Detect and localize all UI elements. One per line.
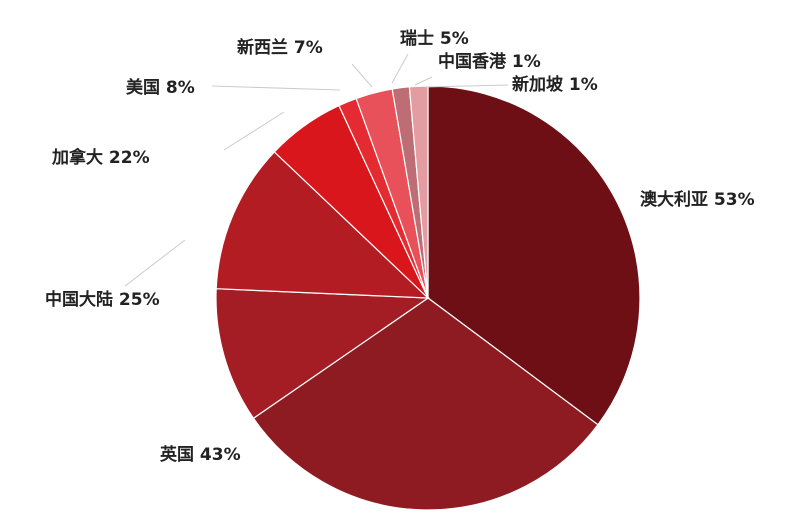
pie-slice-3	[215, 288, 430, 420]
slice-label-5: 美国 8%	[126, 77, 195, 98]
slice-label-1: 澳大利亚 53%	[640, 189, 755, 210]
leader-line-6	[351, 63, 373, 88]
slice-label-4: 加拿大 22%	[51, 147, 150, 168]
pie-slice-9	[408, 85, 429, 299]
leader-line-7	[391, 53, 409, 84]
pie-slice-4	[215, 151, 430, 299]
pie-slice-2	[252, 297, 599, 511]
leader-line-4	[223, 111, 285, 151]
leader-line-5	[211, 85, 341, 91]
slice-labels: 澳大利亚 53% 英国 43% 中国大陆 25% 加拿大 22% 美国 8% 新西兰 7%…	[45, 28, 755, 465]
slice-label-6: 新西兰 7%	[237, 37, 323, 58]
slice-label-2: 英国 43%	[160, 444, 241, 465]
leader-line-8	[414, 76, 433, 86]
slice-label-9: 新加坡 1%	[512, 74, 598, 95]
slice-label-8: 中国香港 1%	[438, 51, 541, 72]
leader-lines	[124, 53, 509, 287]
slices-group	[215, 85, 641, 511]
slice-label-7: 瑞士 5%	[400, 28, 469, 49]
leader-line-3	[124, 239, 186, 287]
leader-line-9	[424, 84, 509, 88]
slice-label-3: 中国大陆 25%	[45, 289, 160, 310]
pie-slice-1	[427, 85, 641, 426]
